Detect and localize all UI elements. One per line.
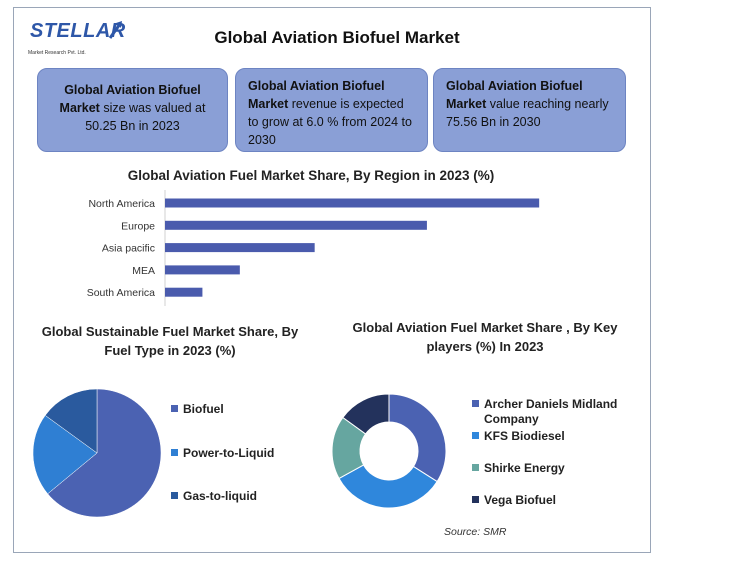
key-players-legend-item-archer-daniels-midland-company: Archer Daniels Midland Company bbox=[472, 397, 634, 427]
bar-north-america bbox=[165, 198, 540, 208]
stat-card-growth: Global Aviation Biofuel Market revenue i… bbox=[235, 68, 428, 152]
key-players-legend-item-kfs-biodiesel: KFS Biodiesel bbox=[472, 429, 634, 444]
fuel-type-legend-item-biofuel: Biofuel bbox=[171, 402, 313, 417]
stat-card-growth-bold: Global Aviation Biofuel Market bbox=[248, 79, 385, 111]
stat-card-forecast-text: value reaching nearly 75.56 Bn in 2030 bbox=[446, 97, 609, 129]
fuel-type-legend-label: Power-to-Liquid bbox=[183, 446, 275, 460]
company-logo: STELLAR Market Research Pvt. Ltd. bbox=[26, 14, 126, 62]
bar-label-mea: MEA bbox=[132, 265, 155, 277]
donut-slice-vega-biofuel bbox=[342, 394, 390, 435]
pie-slice-power-to-liquid bbox=[32, 415, 98, 495]
page-title: Global Aviation Biofuel Market bbox=[214, 28, 460, 47]
bar-europe bbox=[165, 220, 427, 230]
stat-card-forecast: Global Aviation Biofuel Market value rea… bbox=[433, 68, 626, 152]
key-players-legend-item-shirke-energy: Shirke Energy bbox=[472, 461, 634, 476]
key-players-legend-swatch bbox=[472, 496, 479, 503]
key-players-legend-swatch bbox=[472, 400, 479, 407]
pie-slice-gas-to-liquid bbox=[44, 388, 98, 454]
stat-card-forecast-bold: Global Aviation Biofuel Market bbox=[446, 79, 583, 111]
bar-label-south-america: South America bbox=[87, 287, 155, 299]
bar-label-europe: Europe bbox=[121, 220, 155, 232]
key-players-donut-chart bbox=[331, 394, 447, 509]
stat-card-size: Global Aviation Biofuel Market size was … bbox=[37, 68, 228, 152]
key-players-chart-title: Global Aviation Fuel Market Share , By K… bbox=[352, 320, 618, 354]
key-players-legend-swatch bbox=[472, 464, 479, 471]
logo-text: STELLAR bbox=[30, 20, 126, 42]
bar-asia-pacific bbox=[165, 243, 315, 253]
fuel-type-legend-swatch bbox=[171, 449, 178, 456]
key-players-legend-label: Shirke Energy bbox=[484, 461, 565, 475]
key-players-legend-label: Archer Daniels Midland Company bbox=[484, 397, 618, 426]
stat-card-growth-text: revenue is expected to grow at 6.0 % fro… bbox=[248, 97, 412, 147]
fuel-type-legend-label: Biofuel bbox=[183, 402, 224, 416]
bar-mea bbox=[165, 265, 240, 275]
key-players-legend-swatch bbox=[472, 432, 479, 439]
bar-south-america bbox=[165, 287, 203, 297]
fuel-type-pie-chart bbox=[32, 388, 162, 518]
bar-label-north-america: North America bbox=[88, 198, 155, 210]
logo-subtitle: Market Research Pvt. Ltd. bbox=[28, 50, 86, 56]
fuel-type-chart-title: Global Sustainable Fuel Market Share, By… bbox=[41, 324, 299, 358]
donut-slice-archer-daniels-midland-company bbox=[388, 394, 447, 483]
source-note: Source: SMR bbox=[444, 526, 507, 538]
key-players-legend-item-vega-biofuel: Vega Biofuel bbox=[472, 493, 634, 508]
key-players-legend-label: Vega Biofuel bbox=[484, 493, 557, 507]
fuel-type-legend-label: Gas-to-liquid bbox=[183, 489, 257, 503]
donut-slice-kfs-biodiesel bbox=[338, 464, 438, 509]
bar-label-asia-pacific: Asia pacific bbox=[102, 243, 155, 255]
fuel-type-legend-swatch bbox=[171, 405, 178, 412]
stat-card-size-text: size was valued at 50.25 Bn in 2023 bbox=[85, 101, 206, 133]
fuel-type-legend-swatch bbox=[171, 492, 178, 499]
fuel-type-legend-item-power-to-liquid: Power-to-Liquid bbox=[171, 446, 313, 461]
pie-slice-biofuel bbox=[47, 388, 162, 518]
region-bar-chart: North America Europe Asia pacific MEA South … bbox=[87, 190, 540, 306]
region-chart-title: Global Aviation Fuel Market Share, By Re… bbox=[127, 168, 495, 183]
logo-arrow-icon bbox=[108, 21, 122, 39]
fuel-type-legend-item-gas-to-liquid: Gas-to-liquid bbox=[171, 489, 313, 504]
key-players-legend-label: KFS Biodiesel bbox=[484, 429, 565, 443]
stat-card-size-bold: Global Aviation Biofuel Market bbox=[59, 83, 201, 115]
